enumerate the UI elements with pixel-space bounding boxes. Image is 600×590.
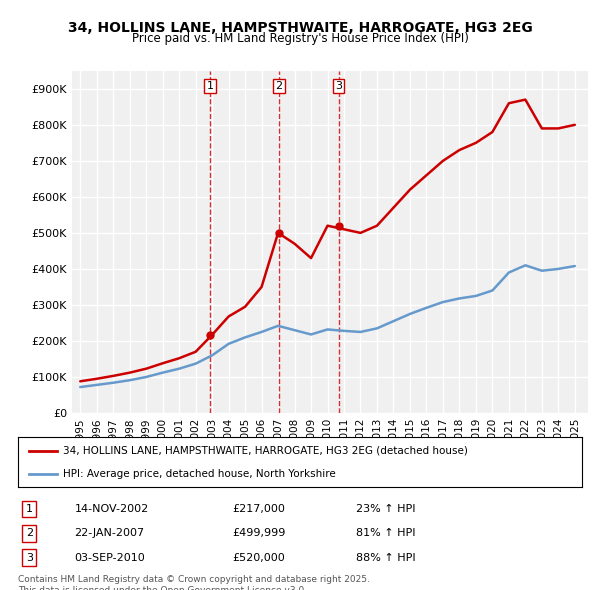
Text: Contains HM Land Registry data © Crown copyright and database right 2025.
This d: Contains HM Land Registry data © Crown c… — [18, 575, 370, 590]
Text: 88% ↑ HPI: 88% ↑ HPI — [356, 553, 416, 562]
Text: 2: 2 — [275, 81, 283, 91]
Text: Price paid vs. HM Land Registry's House Price Index (HPI): Price paid vs. HM Land Registry's House … — [131, 32, 469, 45]
Text: 22-JAN-2007: 22-JAN-2007 — [74, 528, 145, 538]
Text: 34, HOLLINS LANE, HAMPSTHWAITE, HARROGATE, HG3 2EG (detached house): 34, HOLLINS LANE, HAMPSTHWAITE, HARROGAT… — [63, 445, 468, 455]
Text: 34, HOLLINS LANE, HAMPSTHWAITE, HARROGATE, HG3 2EG: 34, HOLLINS LANE, HAMPSTHWAITE, HARROGAT… — [68, 21, 532, 35]
Text: £217,000: £217,000 — [232, 504, 285, 514]
Text: HPI: Average price, detached house, North Yorkshire: HPI: Average price, detached house, Nort… — [63, 469, 336, 479]
Text: 03-SEP-2010: 03-SEP-2010 — [74, 553, 145, 562]
Text: £499,999: £499,999 — [232, 528, 286, 538]
Text: 81% ↑ HPI: 81% ↑ HPI — [356, 528, 416, 538]
Text: 1: 1 — [26, 504, 33, 514]
Text: 14-NOV-2002: 14-NOV-2002 — [74, 504, 149, 514]
Text: 1: 1 — [206, 81, 214, 91]
Text: 23% ↑ HPI: 23% ↑ HPI — [356, 504, 416, 514]
Text: 2: 2 — [26, 528, 33, 538]
Text: 3: 3 — [26, 553, 33, 562]
Text: £520,000: £520,000 — [232, 553, 285, 562]
Text: 3: 3 — [335, 81, 342, 91]
